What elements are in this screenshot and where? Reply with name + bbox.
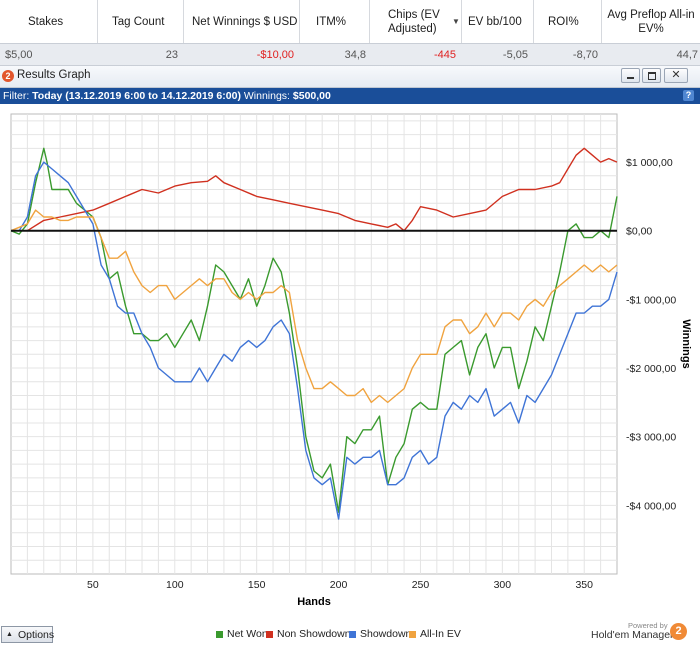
legend-item-showdown[interactable]: Showdown [349, 628, 411, 640]
y-axis-label: Winnings [680, 319, 692, 368]
hem-logo-icon: 2 [2, 70, 14, 82]
legend-item-all-in-ev[interactable]: All-In EV [409, 628, 461, 640]
column-header-itm[interactable]: ITM% [300, 0, 370, 43]
y-tick-label: -$2 000,00 [626, 363, 676, 375]
triangle-up-icon: ▲ [6, 631, 13, 638]
x-tick-label: 150 [248, 579, 266, 591]
cell-avg-allin-ev: 44,7 [676, 48, 698, 61]
help-icon[interactable]: ? [683, 90, 694, 101]
column-header-stakes[interactable]: Stakes [0, 0, 98, 43]
filter-bar[interactable]: Filter: Today (13.12.2019 6:00 to 14.12.… [0, 88, 700, 104]
filter-summary: Filter: Today (13.12.2019 6:00 to 14.12.… [3, 90, 331, 102]
legend-swatch-non-showdown [266, 630, 273, 638]
legend-swatch-showdown [349, 630, 356, 638]
column-header-ev-bb100[interactable]: EV bb/100 [462, 0, 534, 43]
column-header-tag-count[interactable]: Tag Count [98, 0, 184, 43]
series-line-showdown [11, 161, 618, 520]
cell-net-winnings: -$10,00 [256, 48, 294, 61]
x-axis-ticks: 50 100 150 200 250 300 350 [87, 579, 593, 591]
cell-chips-ev: -445 [433, 48, 456, 61]
filter-value: Today (13.12.2019 6:00 to 14.12.2019 6:0… [32, 90, 241, 102]
results-graph-chart: 50 100 150 200 250 300 350 $1 000,00 $0,00 -$1 0… [10, 113, 692, 608]
cell-ev-bb100: -5,05 [502, 48, 528, 61]
x-tick-label: 50 [87, 579, 99, 591]
close-icon: ✕ [671, 69, 681, 81]
y-tick-label: -$4 000,00 [626, 500, 676, 512]
x-tick-label: 100 [166, 579, 184, 591]
legend-swatch-net-won [216, 630, 223, 638]
cell-roi: -8,70 [572, 48, 598, 61]
x-tick-label: 300 [494, 579, 512, 591]
x-tick-label: 350 [575, 579, 593, 591]
winnings-value: $500,00 [292, 90, 331, 102]
stats-table-header: Stakes Tag Count Net Winnings $ USD ITM%… [0, 0, 700, 44]
sort-down-triangle-icon: ▼ [452, 16, 460, 26]
x-tick-label: 250 [412, 579, 430, 591]
series-line-all-in-ev [10, 209, 618, 404]
column-header-chips-ev[interactable]: Chips (EV Adjusted) ▼ [370, 0, 462, 43]
minimize-icon [627, 77, 634, 79]
options-button[interactable]: ▲ Options [1, 626, 54, 643]
close-button[interactable]: ✕ [664, 68, 688, 83]
results-graph-titlebar: 2 Results Graph ✕ [0, 66, 700, 88]
chart-grid [10, 113, 618, 575]
cell-tag-count: 23 [165, 48, 178, 61]
restore-icon [648, 72, 656, 80]
restore-button[interactable] [642, 68, 661, 83]
legend-item-non-showdown[interactable]: Non Showdown [266, 628, 351, 640]
column-header-net-winnings[interactable]: Net Winnings $ USD [184, 0, 300, 43]
series-line-non-showdown [11, 147, 618, 232]
window-title: Results Graph [17, 69, 91, 81]
column-header-roi[interactable]: ROI% [534, 0, 602, 43]
x-axis-label: Hands [297, 596, 331, 608]
cell-itm: 34,8 [344, 48, 366, 61]
y-tick-label: $0,00 [626, 226, 652, 238]
x-tick-label: 200 [330, 579, 348, 591]
stats-table-row[interactable]: $5,00 23 -$10,00 34,8 -445 -5,05 -8,70 4… [0, 44, 700, 66]
hem-brand-logo-icon: 2 [670, 623, 687, 640]
powered-by-label: Powered by [628, 621, 668, 630]
minimize-button[interactable] [621, 68, 640, 83]
y-tick-label: -$1 000,00 [626, 294, 676, 306]
y-axis-ticks: $1 000,00 $0,00 -$1 000,00 -$2 000,00 -$3 00… [626, 157, 676, 512]
legend-swatch-all-in-ev [409, 630, 416, 638]
legend-item-net-won[interactable]: Net Won [216, 628, 268, 640]
y-tick-label: $1 000,00 [626, 157, 673, 169]
brand-name: Hold'em Manager [591, 629, 674, 641]
cell-stakes: $5,00 [5, 48, 33, 61]
column-header-avg-allin-ev[interactable]: Avg Preflop All-in EV% [607, 8, 695, 35]
y-tick-label: -$3 000,00 [626, 432, 676, 444]
